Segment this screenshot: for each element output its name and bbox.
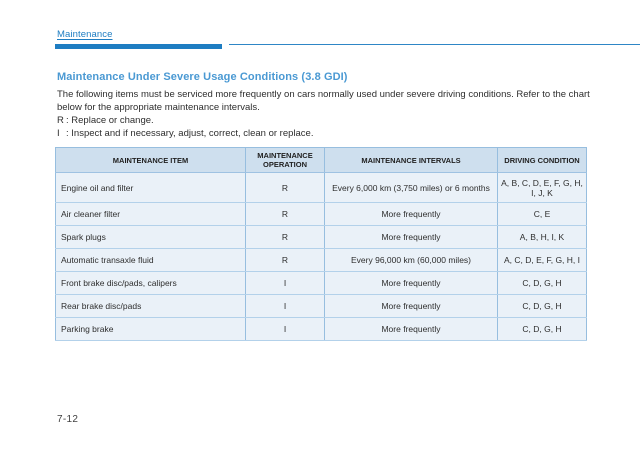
col-header-condition: DRIVING CONDITION (497, 147, 587, 173)
col-header-item: MAINTENANCE ITEM (55, 147, 246, 173)
cell-interval: More frequently (324, 271, 498, 295)
cell-condition: C, D, G, H (497, 271, 587, 295)
cell-operation: I (245, 271, 325, 295)
running-header-label: Maintenance (57, 29, 113, 40)
table-row: Engine oil and filter R Every 6,000 km (… (55, 172, 587, 203)
cell-operation: R (245, 202, 325, 226)
header-rule (229, 44, 640, 45)
maintenance-table: MAINTENANCE ITEM MAINTENANCE OPERATION M… (55, 147, 587, 341)
legend-replace: R : Replace or change. (57, 114, 154, 127)
cell-item: Spark plugs (55, 225, 246, 249)
cell-condition: C, D, G, H (497, 317, 587, 341)
cell-interval: Every 96,000 km (60,000 miles) (324, 248, 498, 272)
table-row: Parking brake I More frequently C, D, G,… (55, 317, 587, 341)
cell-interval: More frequently (324, 225, 498, 249)
cell-interval: More frequently (324, 294, 498, 318)
cell-condition: A, B, C, D, E, F, G, H, I, J, K (497, 172, 587, 203)
cell-condition: C, D, G, H (497, 294, 587, 318)
col-header-intervals: MAINTENANCE INTERVALS (324, 147, 498, 173)
legend-code-r: R (57, 115, 64, 126)
legend-inspect: I : Inspect and if necessary, adjust, co… (57, 127, 313, 140)
cell-operation: R (245, 172, 325, 203)
cell-item: Parking brake (55, 317, 246, 341)
col-header-operation: MAINTENANCE OPERATION (245, 147, 325, 173)
cell-condition: A, C, D, E, F, G, H, I (497, 248, 587, 272)
cell-operation: R (245, 225, 325, 249)
cell-interval: More frequently (324, 317, 498, 341)
cell-operation: I (245, 317, 325, 341)
table-row: Spark plugs R More frequently A, B, H, I… (55, 225, 587, 249)
page-number: 7-12 (57, 414, 79, 425)
cell-condition: C, E (497, 202, 587, 226)
cell-item: Front brake disc/pads, calipers (55, 271, 246, 295)
table-row: Air cleaner filter R More frequently C, … (55, 202, 587, 226)
header-accent-bar (55, 44, 222, 49)
cell-item: Rear brake disc/pads (55, 294, 246, 318)
table-row: Front brake disc/pads, calipers I More f… (55, 271, 587, 295)
legend-desc-r: : Replace or change. (66, 115, 154, 126)
table-row: Rear brake disc/pads I More frequently C… (55, 294, 587, 318)
cell-item: Automatic transaxle fluid (55, 248, 246, 272)
legend-desc-i: : Inspect and if necessary, adjust, corr… (66, 128, 314, 139)
cell-operation: R (245, 248, 325, 272)
cell-interval: Every 6,000 km (3,750 miles) or 6 months (324, 172, 498, 203)
cell-operation: I (245, 294, 325, 318)
cell-interval: More frequently (324, 202, 498, 226)
cell-item: Air cleaner filter (55, 202, 246, 226)
table-header-row: MAINTENANCE ITEM MAINTENANCE OPERATION M… (55, 147, 587, 173)
cell-item: Engine oil and filter (55, 172, 246, 203)
cell-condition: A, B, H, I, K (497, 225, 587, 249)
intro-paragraph: The following items must be serviced mor… (57, 89, 590, 113)
table-row: Automatic transaxle fluid R Every 96,000… (55, 248, 587, 272)
section-title: Maintenance Under Severe Usage Condition… (57, 71, 348, 83)
legend-code-i: I (57, 128, 60, 139)
